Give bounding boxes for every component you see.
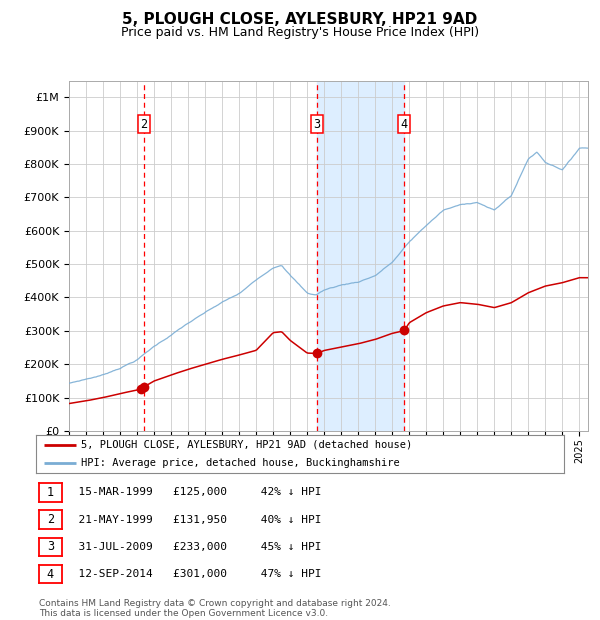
Text: 12-SEP-2014   £301,000     47% ↓ HPI: 12-SEP-2014 £301,000 47% ↓ HPI xyxy=(65,569,322,579)
Text: 21-MAY-1999   £131,950     40% ↓ HPI: 21-MAY-1999 £131,950 40% ↓ HPI xyxy=(65,515,322,525)
Text: 2: 2 xyxy=(47,513,54,526)
Text: 2: 2 xyxy=(140,118,147,131)
Text: 4: 4 xyxy=(47,568,54,580)
Text: 3: 3 xyxy=(47,541,54,553)
Text: 31-JUL-2009   £233,000     45% ↓ HPI: 31-JUL-2009 £233,000 45% ↓ HPI xyxy=(65,542,322,552)
Text: HPI: Average price, detached house, Buckinghamshire: HPI: Average price, detached house, Buck… xyxy=(81,458,400,467)
Text: 5, PLOUGH CLOSE, AYLESBURY, HP21 9AD: 5, PLOUGH CLOSE, AYLESBURY, HP21 9AD xyxy=(122,12,478,27)
Text: 3: 3 xyxy=(314,118,320,131)
Text: 15-MAR-1999   £125,000     42% ↓ HPI: 15-MAR-1999 £125,000 42% ↓ HPI xyxy=(65,487,322,497)
Text: 5, PLOUGH CLOSE, AYLESBURY, HP21 9AD (detached house): 5, PLOUGH CLOSE, AYLESBURY, HP21 9AD (de… xyxy=(81,440,412,450)
Bar xyxy=(317,81,404,431)
Text: 1: 1 xyxy=(47,486,54,498)
Text: Contains HM Land Registry data © Crown copyright and database right 2024.
This d: Contains HM Land Registry data © Crown c… xyxy=(39,599,391,618)
Text: 4: 4 xyxy=(401,118,408,131)
Text: Price paid vs. HM Land Registry's House Price Index (HPI): Price paid vs. HM Land Registry's House … xyxy=(121,26,479,39)
